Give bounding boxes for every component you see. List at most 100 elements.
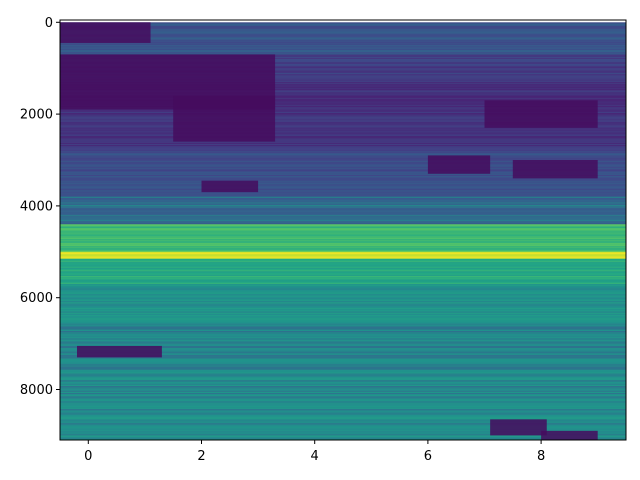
heatmap-row [60,184,626,186]
heatmap-row [60,435,626,437]
heatmap-row [60,158,626,161]
heatmap-row [60,357,626,359]
heatmap-row [60,429,626,432]
x-tick-label: 6 [424,449,432,464]
heatmap-row [60,374,626,377]
heatmap-row [60,156,626,159]
heatmap-row [60,125,626,128]
heatmap-row [60,421,626,424]
heatmap-row [60,141,626,144]
heatmap-row [60,36,626,38]
heatmap-row [60,230,626,232]
heatmap-row [60,149,626,152]
heatmap-row [60,150,626,153]
heatmap-row [60,318,626,320]
heatmap-row [60,80,626,83]
heatmap-row [60,400,626,403]
heatmap-row [60,370,626,372]
heatmap-row [60,405,626,408]
heatmap-row [60,79,626,82]
heatmap-row [60,204,626,207]
heatmap-row [60,367,626,370]
heatmap-row [60,127,626,130]
heatmap-row [60,344,626,347]
heatmap-row [60,219,626,222]
heatmap-row [60,49,626,52]
heatmap-row [60,169,626,171]
heatmap-row [60,420,626,423]
heatmap-row [60,317,626,319]
heatmap-row [60,203,626,206]
heatmap-dark-region [201,180,259,193]
heatmap-row [60,62,626,65]
heatmap-row [60,277,626,279]
heatmap-row [60,273,626,276]
heatmap-row [60,192,626,194]
heatmap-row [60,61,626,63]
heatmap-row [60,52,626,54]
heatmap-row [60,278,626,280]
heatmap-row [60,352,626,355]
heatmap-row [60,297,626,300]
heatmap-row [60,182,626,185]
heatmap-row [60,76,626,78]
heatmap-row [60,364,626,366]
heatmap-row [60,301,626,303]
heatmap-row [60,311,626,314]
heatmap-row [60,23,626,25]
heatmap-row [60,312,626,315]
heatmap-row [60,419,626,421]
heatmap-row [60,213,626,216]
heatmap-row [60,77,626,79]
heatmap-row [60,64,626,67]
heatmap-row [60,107,626,109]
heatmap-row [60,434,626,436]
heatmap-row [60,86,626,89]
heatmap-row [60,95,626,98]
heatmap-row [60,205,626,208]
heatmap-row [60,26,626,29]
heatmap-row [60,78,626,81]
heatmap-row [60,45,626,47]
heatmap-row [60,54,626,56]
heatmap-row [60,220,626,223]
heatmap-row [60,212,626,215]
heatmap-row [60,190,626,193]
heatmap-row [60,87,626,90]
heatmap-row [60,147,626,149]
y-tick-label: 6000 [20,291,53,306]
heatmap-row [60,407,626,410]
heatmap-row [60,32,626,35]
heatmap-row [60,46,626,48]
heatmap-row [60,50,626,53]
heatmap-row [60,193,626,195]
heatmap-row [60,130,626,132]
heatmap-row [60,384,626,387]
heatmap-row [60,117,626,120]
heatmap-row [60,293,626,295]
heatmap-row [60,110,626,113]
heatmap-row [60,68,626,70]
heatmap-row [60,160,626,162]
heatmap-row [60,375,626,378]
heatmap-row [60,402,626,404]
heatmap-row [60,316,626,318]
heatmap-row [60,208,626,210]
heatmap-row [60,100,626,102]
heatmap-row [60,234,626,237]
heatmap-row [60,363,626,365]
heatmap-row [60,211,626,214]
heatmap-row [60,388,626,390]
heatmap-row [60,371,626,373]
heatmap-row [60,106,626,108]
heatmap-row [60,265,626,268]
heatmap-row [60,154,626,156]
heatmap-row [60,236,626,239]
heatmap-row [60,93,626,95]
heatmap-row [60,304,626,307]
heatmap-row [60,271,626,273]
heatmap-row [60,88,626,91]
heatmap-row [60,386,626,388]
heatmap-row [60,115,626,117]
heatmap-row [60,143,626,146]
